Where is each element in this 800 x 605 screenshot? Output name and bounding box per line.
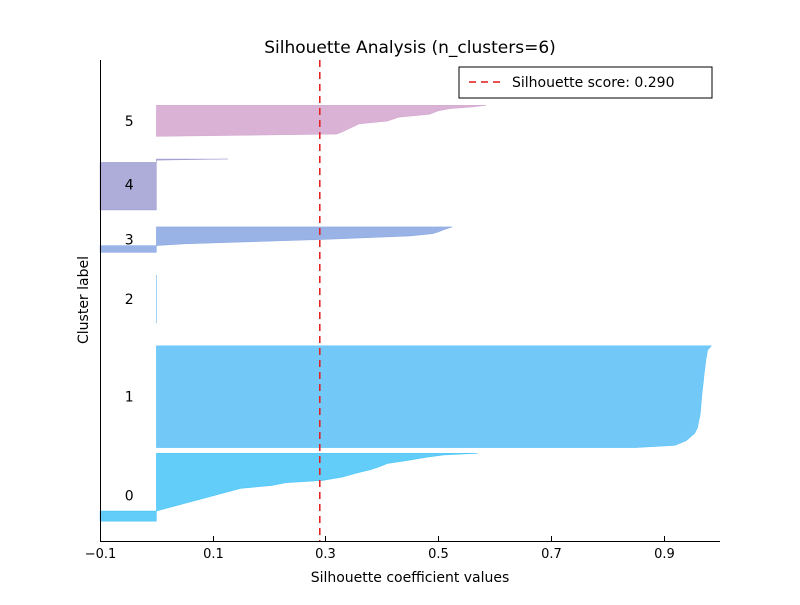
cluster-5-silhouette [156, 105, 487, 137]
y-axis-label: Cluster label [76, 256, 92, 344]
x-axis-label: Silhouette coefficient values [311, 570, 510, 586]
x-tick-label: 0.1 [203, 547, 224, 562]
x-tick-label: −0.1 [85, 547, 117, 562]
x-tick-label: 0.5 [428, 547, 449, 562]
cluster-label-3: 3 [125, 233, 134, 249]
cluster-3-silhouette [99, 226, 453, 253]
cluster-1-silhouette [156, 345, 713, 448]
cluster-label-2: 2 [125, 292, 134, 308]
x-tick-label: 0.7 [541, 547, 562, 562]
x-tick-label: 0.3 [315, 547, 336, 562]
x-tick-label: 0.9 [654, 547, 675, 562]
legend-label: Silhouette score: 0.290 [512, 75, 675, 91]
clusters-layer: 0 1 2 3 4 5 [99, 105, 713, 522]
legend: Silhouette score: 0.290 [458, 66, 713, 99]
cluster-label-0: 0 [125, 489, 134, 505]
legend-box [458, 66, 713, 99]
cluster-label-5: 5 [125, 114, 134, 130]
cluster-label-1: 1 [125, 390, 134, 406]
chart-title: Silhouette Analysis (n_clusters=6) [264, 38, 556, 58]
cluster-label-4: 4 [125, 178, 134, 194]
axes-layer: −0.1 0.1 0.3 0.5 0.7 0.9 [85, 60, 720, 562]
cluster-4-silhouette [99, 158, 228, 211]
cluster-0-silhouette [99, 453, 478, 522]
